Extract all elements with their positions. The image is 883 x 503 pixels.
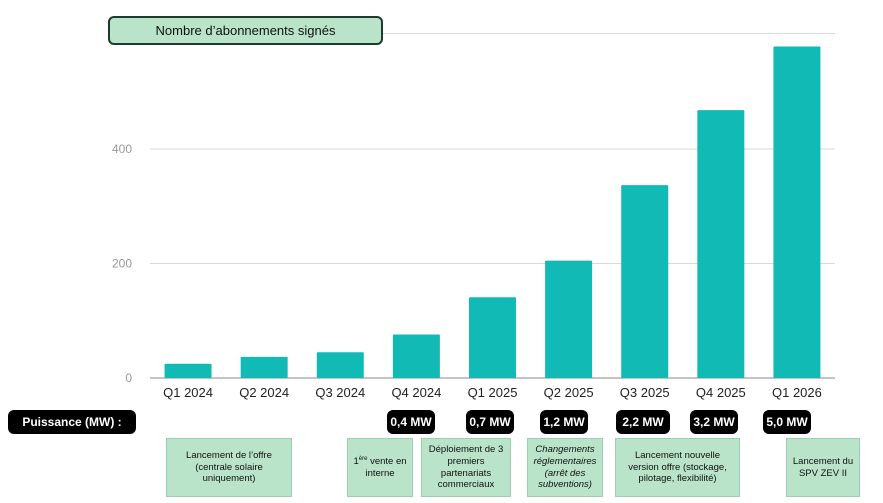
x-tick-label: Q1 2025: [468, 385, 518, 400]
y-tick-label: 200: [112, 257, 132, 271]
bar: [240, 356, 288, 378]
bar: [164, 363, 212, 378]
bar: [392, 334, 440, 378]
mw-badge-q3-2025: 2,2 MW: [616, 410, 670, 434]
mw-badge-q1-2026: 5,0 MW: [763, 410, 811, 434]
x-tick-label: Q3 2024: [315, 385, 365, 400]
bar: [545, 260, 593, 378]
x-axis-labels: Q1 2024 Q2 2024 Q3 2024 Q4 2024 Q1 2025 Q2 20…: [163, 385, 822, 400]
bar: [316, 352, 364, 378]
x-tick-label: Q4 2025: [696, 385, 746, 400]
bar: [469, 297, 516, 378]
y-tick-label: 0: [125, 371, 132, 385]
x-tick-label: Q4 2024: [391, 385, 441, 400]
event-new-offer: Lancement nouvelle version offre (stocka…: [615, 438, 740, 497]
x-tick-label: Q2 2025: [544, 385, 594, 400]
chart-title: Nombre d’abonnements signés: [108, 16, 383, 45]
bar: [773, 46, 821, 379]
power-label: Puissance (MW) :: [8, 410, 136, 434]
x-tick-label: Q3 2025: [620, 385, 670, 400]
mw-badge-q4-2024: 0,4 MW: [387, 410, 435, 434]
event-first-sale: 1ère vente en interne: [347, 438, 413, 497]
x-tick-label: Q2 2024: [239, 385, 289, 400]
y-axis-ticks: 0 200 400: [112, 142, 132, 385]
x-tick-label: Q1 2026: [772, 385, 822, 400]
first-sale-text: 1ère vente en interne: [353, 455, 407, 479]
mw-badge-q4-2025: 3,2 MW: [690, 410, 738, 434]
event-regulation: Changements réglementaires (arrêt des su…: [527, 438, 603, 497]
mw-badge-q1-2025: 0,7 MW: [466, 410, 514, 434]
bar: [621, 185, 669, 378]
event-partners: Déploiement de 3 premiers partenariats c…: [421, 438, 511, 497]
bar: [697, 110, 745, 378]
x-tick-label: Q1 2024: [163, 385, 213, 400]
event-offer-launch: Lancement de l’offre (centrale solaire u…: [166, 438, 292, 497]
bars: [164, 46, 821, 379]
y-tick-label: 400: [112, 142, 132, 156]
mw-badge-q2-2025: 1,2 MW: [540, 410, 588, 434]
event-spv-launch: Lancement du SPV ZEV II: [786, 438, 860, 497]
